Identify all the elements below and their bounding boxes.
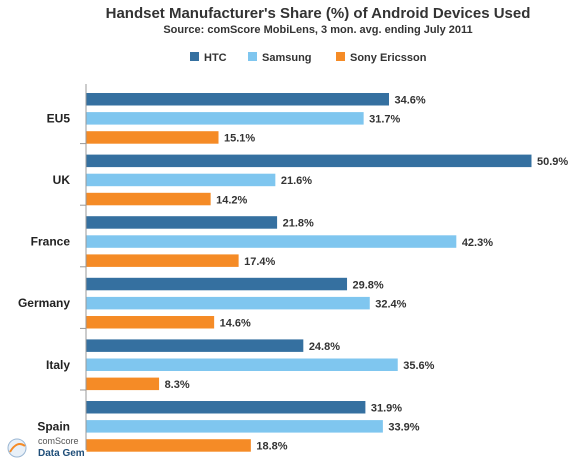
bar-htc-uk (86, 154, 532, 168)
comscore-logo: comScore Data Gem (7, 436, 85, 459)
value-label-htc-eu5: 34.6% (394, 95, 425, 107)
bar-samsung-germany (86, 296, 370, 310)
value-label-sony-ericsson-spain: 18.8% (256, 441, 287, 453)
bar-sony-ericsson-eu5 (86, 131, 219, 144)
category-label-uk: UK (53, 173, 71, 187)
category-label-france: France (31, 235, 71, 249)
value-labels: 34.6% 31.7% 15.1% 50.9% 21.6% 14.2% 21.8% 42.3%… (165, 95, 569, 453)
legend-swatch-htc (190, 52, 199, 61)
swoosh-icon (9, 443, 26, 453)
value-label-htc-germany: 29.8% (353, 279, 384, 291)
logo-line2: Data Gem (38, 448, 85, 459)
category-labels: EU5 UK France Germany Italy Spain (18, 111, 70, 433)
globe-icon (7, 438, 27, 458)
chart-title: Handset Manufacturer's Share (%) of Andr… (106, 5, 531, 22)
bar-samsung-eu5 (86, 112, 364, 125)
value-label-sony-ericsson-france: 17.4% (244, 256, 275, 268)
chart-subtitle: Source: comScore MobiLens, 3 mon. avg. e… (163, 24, 472, 36)
category-label-eu5: EU5 (47, 111, 71, 125)
value-label-htc-france: 21.8% (283, 218, 314, 230)
bar-sony-ericsson-france (86, 254, 239, 267)
legend-label-htc: HTC (204, 52, 227, 64)
category-ticks (80, 143, 86, 391)
value-label-sony-ericsson-uk: 14.2% (216, 194, 247, 206)
category-label-italy: Italy (46, 358, 70, 372)
value-label-htc-uk: 50.9% (537, 156, 568, 168)
value-label-sony-ericsson-eu5: 15.1% (224, 133, 255, 145)
value-label-sony-ericsson-italy: 8.3% (165, 379, 190, 391)
logo-line1: comScore (38, 436, 79, 446)
bar-sony-ericsson-spain (86, 439, 251, 452)
value-label-samsung-germany: 32.4% (375, 298, 406, 310)
category-label-germany: Germany (18, 296, 70, 310)
bar-samsung-spain (86, 420, 383, 433)
bar-sony-ericsson-uk (86, 192, 211, 206)
bar-htc-france (86, 216, 278, 229)
value-label-samsung-france: 42.3% (462, 237, 493, 249)
legend-swatch-sony-ericsson (336, 52, 345, 61)
bar-htc-germany (86, 277, 348, 291)
legend: HTC Samsung Sony Ericsson (190, 52, 427, 64)
value-label-samsung-italy: 35.6% (403, 360, 434, 372)
bar-sony-ericsson-germany (86, 316, 215, 329)
bar-sony-ericsson-italy (86, 377, 160, 391)
value-label-htc-spain: 31.9% (371, 403, 402, 415)
value-label-samsung-uk: 21.6% (281, 175, 312, 187)
value-label-samsung-eu5: 31.7% (369, 114, 400, 126)
value-label-samsung-spain: 33.9% (388, 422, 419, 434)
bars (86, 93, 532, 452)
legend-label-samsung: Samsung (262, 52, 312, 64)
category-label-spain: Spain (37, 419, 70, 433)
value-label-htc-italy: 24.8% (309, 341, 340, 353)
bar-samsung-france (86, 235, 457, 248)
bar-samsung-italy (86, 358, 398, 371)
legend-swatch-samsung (248, 52, 257, 61)
bar-samsung-uk (86, 173, 276, 187)
bar-htc-eu5 (86, 93, 389, 106)
bar-htc-italy (86, 339, 304, 352)
bar-htc-spain (86, 401, 366, 414)
legend-label-sony-ericsson: Sony Ericsson (350, 52, 427, 64)
value-label-sony-ericsson-germany: 14.6% (220, 318, 251, 330)
